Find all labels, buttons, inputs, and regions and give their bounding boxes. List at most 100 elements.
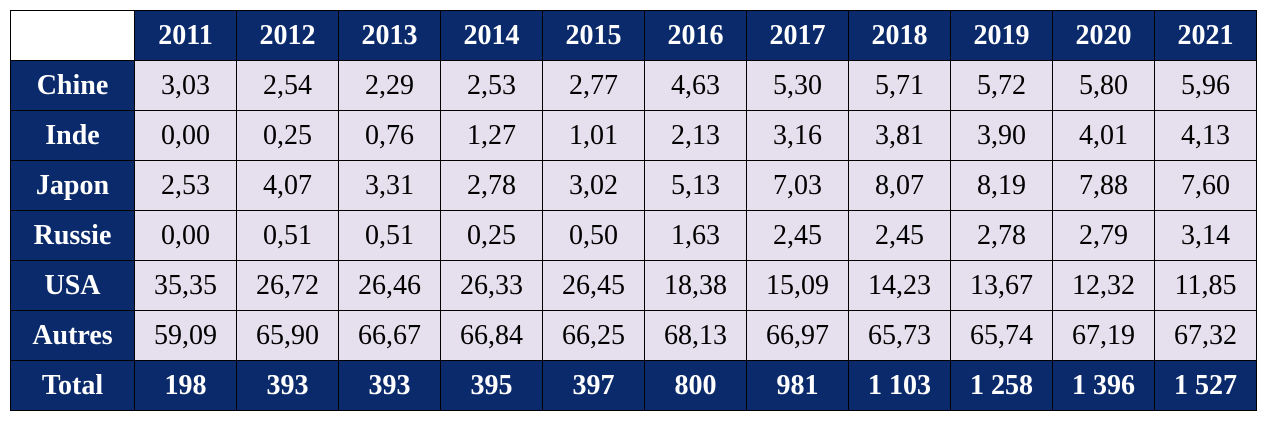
table-cell: 2,78 bbox=[440, 160, 543, 211]
header-row: 2011 2012 2013 2014 2015 2016 2017 2018 … bbox=[10, 10, 1257, 61]
year-header: 2019 bbox=[950, 10, 1053, 61]
table-row: USA 35,35 26,72 26,46 26,33 26,45 18,38 15,09 14… bbox=[10, 260, 1257, 311]
table-cell: 2,78 bbox=[950, 210, 1053, 261]
table-cell: 0,50 bbox=[542, 210, 645, 261]
total-row: Total 198 393 393 395 397 800 981 1 103 1 258 1 39… bbox=[10, 360, 1257, 411]
year-header: 2021 bbox=[1154, 10, 1257, 61]
table-cell: 59,09 bbox=[134, 310, 237, 361]
year-header: 2017 bbox=[746, 10, 849, 61]
row-header: Autres bbox=[10, 310, 135, 361]
year-header: 2018 bbox=[848, 10, 951, 61]
table-cell: 4,63 bbox=[644, 60, 747, 111]
table-cell: 35,35 bbox=[134, 260, 237, 311]
table-cell: 2,77 bbox=[542, 60, 645, 111]
row-header: Inde bbox=[10, 110, 135, 161]
table-cell: 2,53 bbox=[440, 60, 543, 111]
table-cell: 2,79 bbox=[1052, 210, 1155, 261]
table-row: Russie 0,00 0,51 0,51 0,25 0,50 1,63 2,45 2,45 2,… bbox=[10, 210, 1257, 261]
total-cell: 800 bbox=[644, 360, 747, 411]
total-cell: 393 bbox=[236, 360, 339, 411]
table-cell: 3,16 bbox=[746, 110, 849, 161]
table-cell: 5,72 bbox=[950, 60, 1053, 111]
table-cell: 3,02 bbox=[542, 160, 645, 211]
table-row: Autres 59,09 65,90 66,67 66,84 66,25 68,13 66,9… bbox=[10, 310, 1257, 361]
table-cell: 3,90 bbox=[950, 110, 1053, 161]
table-cell: 66,84 bbox=[440, 310, 543, 361]
table-cell: 2,54 bbox=[236, 60, 339, 111]
total-cell: 1 396 bbox=[1052, 360, 1155, 411]
table-cell: 8,07 bbox=[848, 160, 951, 211]
table-cell: 14,23 bbox=[848, 260, 951, 311]
table-cell: 1,63 bbox=[644, 210, 747, 261]
row-header: USA bbox=[10, 260, 135, 311]
table-cell: 2,13 bbox=[644, 110, 747, 161]
table-cell: 5,71 bbox=[848, 60, 951, 111]
table-cell: 0,00 bbox=[134, 110, 237, 161]
table-cell: 3,31 bbox=[338, 160, 441, 211]
table-row: Chine 3,03 2,54 2,29 2,53 2,77 4,63 5,30 5,71 5,7… bbox=[10, 60, 1257, 111]
table-cell: 26,72 bbox=[236, 260, 339, 311]
table-cell: 0,25 bbox=[440, 210, 543, 261]
year-header: 2015 bbox=[542, 10, 645, 61]
year-header: 2013 bbox=[338, 10, 441, 61]
year-header: 2011 bbox=[134, 10, 237, 61]
table-cell: 7,60 bbox=[1154, 160, 1257, 211]
table-cell: 3,03 bbox=[134, 60, 237, 111]
table-cell: 4,13 bbox=[1154, 110, 1257, 161]
table-cell: 5,13 bbox=[644, 160, 747, 211]
total-cell: 1 103 bbox=[848, 360, 951, 411]
table-cell: 18,38 bbox=[644, 260, 747, 311]
table-cell: 65,73 bbox=[848, 310, 951, 361]
table-cell: 67,32 bbox=[1154, 310, 1257, 361]
table-cell: 5,30 bbox=[746, 60, 849, 111]
table-cell: 0,76 bbox=[338, 110, 441, 161]
table-cell: 2,45 bbox=[848, 210, 951, 261]
total-label: Total bbox=[10, 360, 135, 411]
table-body: Chine 3,03 2,54 2,29 2,53 2,77 4,63 5,30 5,71 5,7… bbox=[10, 60, 1257, 411]
corner-cell bbox=[10, 10, 135, 61]
table-cell: 2,45 bbox=[746, 210, 849, 261]
table-cell: 5,80 bbox=[1052, 60, 1155, 111]
total-cell: 1 258 bbox=[950, 360, 1053, 411]
table-cell: 8,19 bbox=[950, 160, 1053, 211]
table-cell: 26,46 bbox=[338, 260, 441, 311]
year-header: 2020 bbox=[1052, 10, 1155, 61]
data-table: 2011 2012 2013 2014 2015 2016 2017 2018 … bbox=[10, 10, 1257, 411]
total-cell: 395 bbox=[440, 360, 543, 411]
table-cell: 65,74 bbox=[950, 310, 1053, 361]
table-cell: 12,32 bbox=[1052, 260, 1155, 311]
row-header: Russie bbox=[10, 210, 135, 261]
table-cell: 2,53 bbox=[134, 160, 237, 211]
year-header: 2012 bbox=[236, 10, 339, 61]
table-cell: 1,27 bbox=[440, 110, 543, 161]
table-cell: 7,88 bbox=[1052, 160, 1155, 211]
table-cell: 0,51 bbox=[236, 210, 339, 261]
table-cell: 68,13 bbox=[644, 310, 747, 361]
table-cell: 0,00 bbox=[134, 210, 237, 261]
total-cell: 397 bbox=[542, 360, 645, 411]
total-cell: 981 bbox=[746, 360, 849, 411]
table-cell: 3,81 bbox=[848, 110, 951, 161]
table-cell: 26,45 bbox=[542, 260, 645, 311]
total-cell: 198 bbox=[134, 360, 237, 411]
row-header: Japon bbox=[10, 160, 135, 211]
year-header: 2014 bbox=[440, 10, 543, 61]
table-cell: 2,29 bbox=[338, 60, 441, 111]
table-cell: 26,33 bbox=[440, 260, 543, 311]
table-cell: 0,51 bbox=[338, 210, 441, 261]
table-cell: 1,01 bbox=[542, 110, 645, 161]
table-cell: 3,14 bbox=[1154, 210, 1257, 261]
table-cell: 66,67 bbox=[338, 310, 441, 361]
table-cell: 67,19 bbox=[1052, 310, 1155, 361]
table-cell: 7,03 bbox=[746, 160, 849, 211]
table-cell: 4,07 bbox=[236, 160, 339, 211]
total-cell: 393 bbox=[338, 360, 441, 411]
table-row: Inde 0,00 0,25 0,76 1,27 1,01 2,13 3,16 3,81 3,90… bbox=[10, 110, 1257, 161]
table-cell: 66,25 bbox=[542, 310, 645, 361]
table-cell: 4,01 bbox=[1052, 110, 1155, 161]
year-header: 2016 bbox=[644, 10, 747, 61]
row-header: Chine bbox=[10, 60, 135, 111]
table-cell: 0,25 bbox=[236, 110, 339, 161]
table-cell: 5,96 bbox=[1154, 60, 1257, 111]
table-cell: 65,90 bbox=[236, 310, 339, 361]
